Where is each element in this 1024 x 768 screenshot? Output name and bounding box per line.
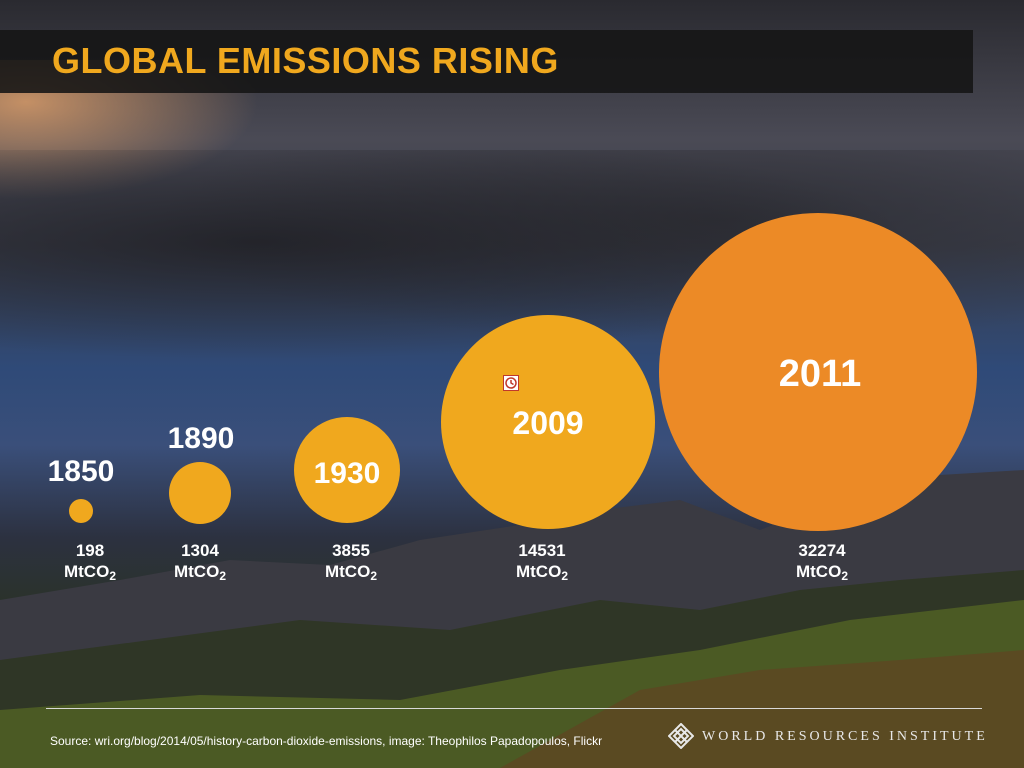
unit-label-1930: MtCO2 <box>325 562 377 583</box>
year-label-1930: 1930 <box>314 457 381 490</box>
unit-label-1890: MtCO2 <box>174 562 226 583</box>
title-bar <box>0 30 973 93</box>
bubble-1930 <box>294 417 400 523</box>
mountain-landscape <box>0 470 1024 768</box>
clock-icon <box>503 375 519 391</box>
year-label-2009: 2009 <box>512 405 583 441</box>
year-label-2011: 2011 <box>779 353 861 395</box>
year-label-1890: 1890 <box>168 422 235 455</box>
wri-logo-text: WORLD RESOURCES INSTITUTE <box>702 729 988 744</box>
bubble-2011 <box>659 213 977 531</box>
unit-label-1850: MtCO2 <box>64 562 116 583</box>
wri-logo: WORLD RESOURCES INSTITUTE <box>668 722 988 752</box>
page-title: GLOBAL EMISSIONS RISING <box>52 40 559 81</box>
value-label-1850: 198 <box>76 541 104 560</box>
unit-label-2009: MtCO2 <box>516 562 568 583</box>
value-label-2009: 14531 <box>518 541 565 560</box>
value-label-1890: 1304 <box>181 541 219 560</box>
wri-logo-icon <box>668 723 694 749</box>
source-citation: Source: wri.org/blog/2014/05/history-car… <box>50 734 603 748</box>
value-label-1930: 3855 <box>332 541 370 560</box>
bubble-1850 <box>69 499 93 523</box>
bubble-1890 <box>169 462 231 524</box>
footer-divider <box>46 708 982 709</box>
unit-label-2011: MtCO2 <box>796 562 848 583</box>
value-label-2011: 32274 <box>798 541 846 560</box>
year-label-1850: 1850 <box>48 455 115 488</box>
bubble-2009 <box>441 315 655 529</box>
